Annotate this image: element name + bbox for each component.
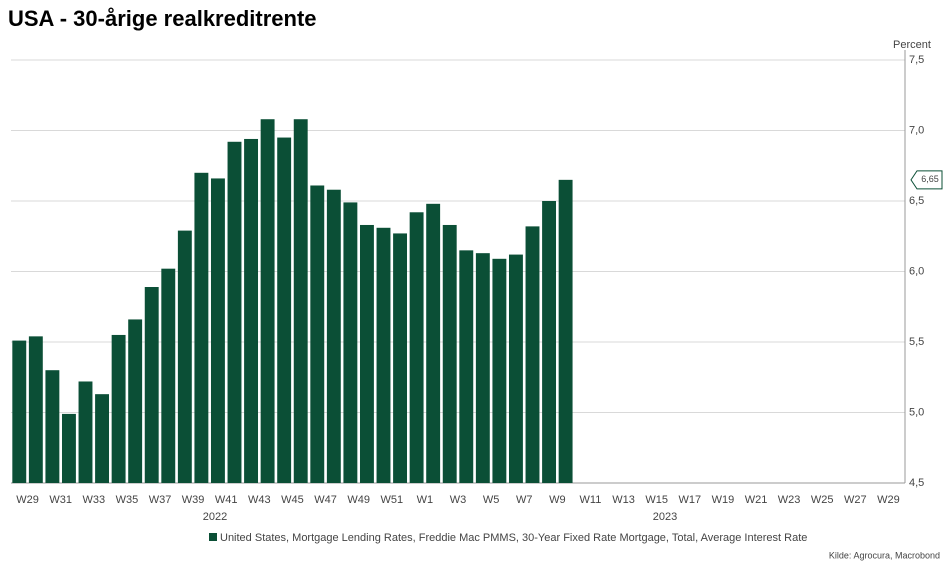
x-tick-label: W35: [116, 494, 139, 506]
x-tick-label: W3: [450, 494, 467, 506]
bar: [194, 172, 209, 484]
year-label: 2022: [203, 511, 227, 523]
x-tick-label: W15: [645, 494, 668, 506]
bar: [393, 233, 408, 483]
x-tick-label: W49: [347, 494, 370, 506]
y-tick-label: 7,5: [909, 54, 924, 66]
bar: [409, 212, 424, 483]
bar: [61, 413, 76, 483]
bar: [111, 334, 126, 483]
bar: [177, 230, 192, 483]
x-tick-label: W29: [877, 494, 900, 506]
x-tick-label: W43: [248, 494, 271, 506]
year-label: 2023: [653, 511, 677, 523]
x-tick-label: W25: [811, 494, 834, 506]
bar: [277, 137, 292, 484]
bar: [558, 179, 573, 483]
x-tick-label: W31: [49, 494, 72, 506]
x-tick-label: W47: [314, 494, 337, 506]
x-tick-label: W23: [778, 494, 801, 506]
bar: [210, 178, 225, 483]
x-tick-label: W29: [16, 494, 39, 506]
bar: [442, 224, 457, 483]
x-tick-label: W45: [281, 494, 304, 506]
y-tick-label: 5,0: [909, 406, 924, 418]
x-tick-label: W1: [417, 494, 434, 506]
x-tick-label: W19: [712, 494, 735, 506]
bar: [260, 119, 275, 483]
legend-label: United States, Mortgage Lending Rates, F…: [220, 532, 807, 544]
x-tick-label: W21: [745, 494, 768, 506]
bar: [475, 253, 490, 483]
x-tick-label: W7: [516, 494, 533, 506]
value-label-box: [910, 170, 943, 190]
x-tick-label: W39: [182, 494, 205, 506]
bar: [525, 226, 540, 483]
bar: [78, 381, 93, 483]
x-tick-label: W17: [678, 494, 701, 506]
x-tick-label: W13: [612, 494, 635, 506]
bar: [293, 119, 308, 483]
y-axis-label: Percent: [893, 39, 931, 51]
bar: [343, 202, 358, 483]
bar: [326, 189, 341, 483]
y-tick-label: 6,0: [909, 265, 924, 277]
bar: [426, 203, 441, 483]
x-tick-label: W33: [82, 494, 105, 506]
bar: [359, 224, 374, 483]
bar: [161, 268, 176, 483]
chart-title: USA - 30-årige realkreditrente: [8, 6, 317, 31]
x-tick-label: W5: [483, 494, 500, 506]
legend-swatch: [209, 533, 217, 541]
bar: [128, 319, 143, 483]
bar: [459, 250, 474, 483]
x-tick-label: W9: [549, 494, 566, 506]
bar: [45, 370, 60, 483]
y-tick-label: 7,0: [909, 124, 924, 136]
bar: [310, 185, 325, 484]
value-label: 6,65: [921, 174, 939, 184]
bar: [95, 394, 110, 483]
y-tick-label: 5,5: [909, 336, 924, 348]
bar: [227, 141, 242, 483]
source: Kilde: Agrocura, Macrobond: [829, 550, 940, 560]
x-tick-label: W27: [844, 494, 867, 506]
bar: [28, 336, 43, 483]
y-tick-label: 4,5: [909, 477, 924, 489]
x-tick-label: W11: [580, 494, 602, 506]
x-tick-label: W41: [215, 494, 238, 506]
bar: [508, 254, 523, 483]
y-tick-label: 6,5: [909, 195, 924, 207]
x-tick-label: W37: [149, 494, 172, 506]
x-tick-label: W51: [380, 494, 403, 506]
bar: [492, 258, 507, 483]
bar: [542, 201, 557, 483]
bar: [144, 287, 159, 483]
bar: [244, 138, 259, 483]
bar: [376, 227, 391, 483]
bar: [12, 340, 27, 483]
